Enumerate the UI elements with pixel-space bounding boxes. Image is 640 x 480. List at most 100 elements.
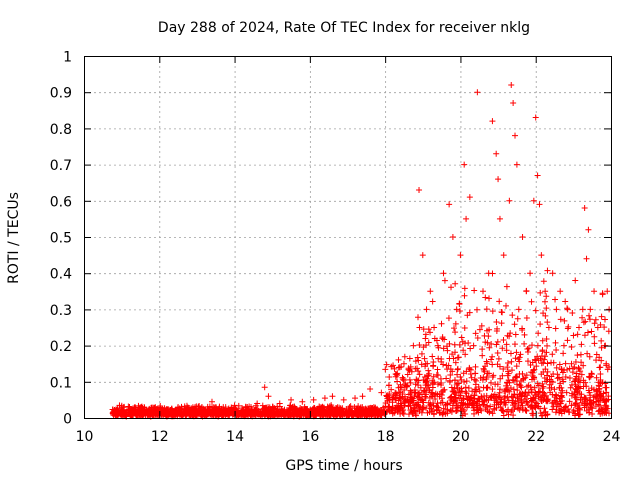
data-point	[482, 339, 489, 346]
data-point	[439, 399, 446, 406]
data-point	[496, 298, 503, 305]
data-point	[448, 384, 455, 391]
data-point	[504, 364, 511, 371]
data-point	[573, 400, 580, 407]
data-point	[537, 388, 544, 395]
data-point	[359, 393, 366, 400]
data-point	[394, 378, 401, 385]
x-tick-label: 16	[301, 429, 319, 445]
data-point	[171, 411, 178, 418]
data-point	[537, 395, 544, 402]
data-point	[390, 392, 397, 399]
data-point	[462, 401, 469, 408]
data-point	[602, 398, 609, 405]
data-point	[507, 330, 514, 337]
data-point	[438, 320, 445, 327]
data-point	[533, 363, 540, 370]
x-tick-label: 10	[76, 429, 94, 445]
data-point	[562, 298, 569, 305]
data-point	[541, 356, 548, 363]
data-point	[508, 358, 515, 365]
data-point	[163, 412, 170, 419]
data-point	[196, 409, 203, 416]
data-point	[536, 201, 543, 208]
data-point	[502, 393, 509, 400]
data-point	[503, 283, 510, 290]
data-point	[130, 412, 137, 419]
data-point	[537, 410, 544, 417]
data-point	[459, 388, 466, 395]
data-point	[508, 407, 515, 414]
data-point	[528, 342, 535, 349]
data-point	[511, 405, 518, 412]
data-point	[588, 328, 595, 335]
data-point	[504, 394, 511, 401]
data-point	[529, 410, 536, 417]
data-point	[386, 373, 393, 380]
data-point	[329, 393, 336, 400]
data-point	[405, 391, 412, 398]
data-point	[480, 384, 487, 391]
data-point	[400, 360, 407, 367]
data-point	[489, 361, 496, 368]
data-point	[438, 356, 445, 363]
data-point	[407, 379, 414, 386]
data-point	[513, 349, 520, 356]
data-point	[427, 288, 434, 295]
data-point	[518, 384, 525, 391]
data-point	[466, 309, 473, 316]
data-point	[407, 407, 414, 414]
data-point	[261, 405, 268, 412]
data-point	[438, 381, 445, 388]
data-point	[382, 403, 389, 410]
data-point	[537, 289, 544, 296]
data-point	[386, 390, 393, 397]
data-point	[404, 371, 411, 378]
data-point	[416, 394, 423, 401]
data-point	[410, 404, 417, 411]
data-point	[412, 358, 419, 365]
data-point	[248, 412, 255, 419]
data-point	[598, 357, 605, 364]
data-point	[336, 410, 343, 417]
data-point	[562, 360, 569, 367]
data-point	[582, 394, 589, 401]
data-point	[525, 389, 532, 396]
data-point	[557, 407, 564, 414]
data-point	[552, 325, 559, 332]
data-point	[462, 351, 469, 358]
data-point	[453, 402, 460, 409]
data-point	[394, 370, 401, 377]
data-point	[421, 355, 428, 362]
data-point	[597, 376, 604, 383]
data-point	[423, 377, 430, 384]
data-point	[208, 398, 215, 405]
data-point	[265, 393, 272, 400]
data-point	[486, 344, 493, 351]
data-point	[316, 407, 323, 414]
data-point	[540, 310, 547, 317]
data-point	[541, 298, 548, 305]
data-point	[496, 215, 503, 222]
data-point	[589, 411, 596, 418]
data-point	[375, 407, 382, 414]
data-point	[443, 375, 450, 382]
data-point	[458, 397, 465, 404]
data-point	[456, 300, 463, 307]
data-point	[430, 400, 437, 407]
data-point	[592, 316, 599, 323]
data-point	[485, 333, 492, 340]
data-point	[528, 388, 535, 395]
data-point	[605, 393, 612, 400]
data-point	[584, 350, 591, 357]
data-point	[222, 404, 229, 411]
data-point	[604, 288, 611, 295]
data-point	[494, 338, 501, 345]
data-point	[528, 369, 535, 376]
data-point	[452, 320, 459, 327]
data-point	[410, 342, 417, 349]
data-point	[527, 270, 534, 277]
data-point	[396, 389, 403, 396]
data-point	[591, 288, 598, 295]
data-point	[505, 406, 512, 413]
